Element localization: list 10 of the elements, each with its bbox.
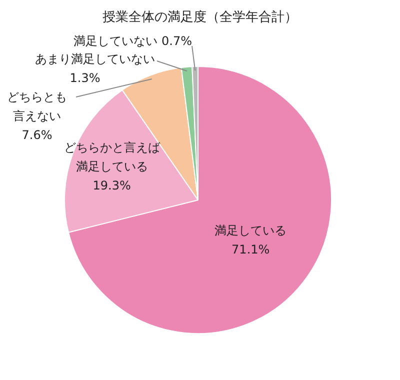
chart-title: 授業全体の満足度（全学年合計） [102, 8, 298, 25]
data-label: 19.3% [92, 178, 131, 193]
slice-label: どちらかと言えば満足している [64, 140, 161, 174]
data-label: 71.1% [232, 242, 270, 257]
slice-label: あまり満足していない [35, 52, 155, 66]
slice-label: どちらとも言えない [7, 90, 67, 124]
slice-label: 満足していない 0.7% [74, 34, 192, 48]
data-label: 1.3% [70, 71, 100, 86]
slice-label: 満足している [214, 224, 287, 238]
data-label: 7.6% [22, 128, 52, 142]
